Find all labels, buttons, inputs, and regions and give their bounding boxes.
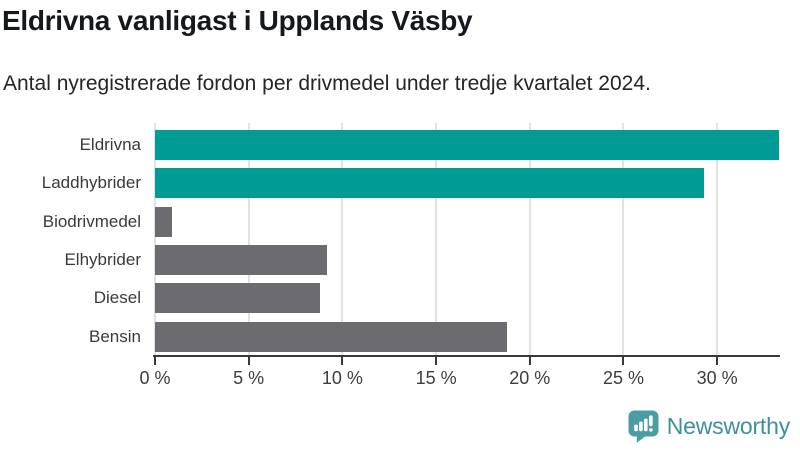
- bar-track: [155, 245, 779, 276]
- x-axis-line: [153, 355, 780, 357]
- bar: [155, 206, 172, 237]
- chart-title: Eldrivna vanligast i Upplands Väsby: [2, 5, 473, 36]
- axis-tick: [154, 357, 156, 365]
- chart-row: Bensin: [0, 318, 779, 356]
- axis-tick: [528, 357, 531, 365]
- axis-tick-label: 20 %: [509, 368, 551, 388]
- bar: [155, 283, 320, 314]
- chart-row: Diesel: [0, 279, 779, 317]
- chart-subtitle: Antal nyregistrerade fordon per drivmede…: [3, 72, 651, 95]
- plot-area: [154, 123, 779, 355]
- gridline: [622, 123, 625, 355]
- category-label: Diesel: [93, 288, 141, 308]
- category-label: Biodrivmedel: [42, 211, 141, 231]
- gridline: [716, 123, 719, 355]
- axis-tick-label: 5 %: [233, 368, 265, 388]
- axis-tick: [435, 357, 438, 365]
- axis-tick-label: 15 %: [415, 368, 457, 388]
- axis-tick-label: 30 %: [696, 368, 738, 388]
- bar: [155, 130, 779, 161]
- bar: [155, 245, 328, 276]
- gridline: [154, 123, 156, 355]
- bar-chart-speech-bubble-icon: [628, 410, 659, 443]
- bar: [155, 321, 508, 352]
- gridline: [528, 123, 531, 355]
- newsworthy-logo: Newsworthy: [628, 410, 790, 443]
- category-label: Elhybrider: [64, 250, 141, 270]
- gridline: [247, 123, 250, 355]
- bar-track: [155, 130, 779, 161]
- axis-tick-label: 10 %: [321, 368, 363, 388]
- axis-tick: [341, 357, 344, 365]
- bar-track: [155, 321, 779, 352]
- bar-track: [155, 168, 779, 199]
- newsworthy-wordmark: Newsworthy: [666, 413, 790, 439]
- category-label: Eldrivna: [79, 135, 141, 155]
- chart-rows: Eldrivna Laddhybrider Biodrivmedel Elhybrid…: [0, 126, 779, 356]
- axis-tick: [247, 357, 250, 365]
- axis-tick-label: 0 %: [139, 368, 171, 388]
- axis-tick: [622, 357, 625, 365]
- axis-tick-label: 25 %: [602, 368, 644, 388]
- gridline: [341, 123, 344, 355]
- chart-row: Biodrivmedel: [0, 203, 779, 241]
- chart-row: Elhybrider: [0, 241, 779, 279]
- chart-row: Eldrivna: [0, 126, 779, 164]
- category-label: Laddhybrider: [41, 173, 141, 193]
- category-label: Bensin: [89, 326, 141, 346]
- bar: [155, 168, 705, 199]
- gridline: [435, 123, 438, 355]
- axis-tick: [716, 357, 719, 365]
- chart-row: Laddhybrider: [0, 164, 779, 202]
- bar-track: [155, 206, 779, 237]
- bar-track: [155, 283, 779, 314]
